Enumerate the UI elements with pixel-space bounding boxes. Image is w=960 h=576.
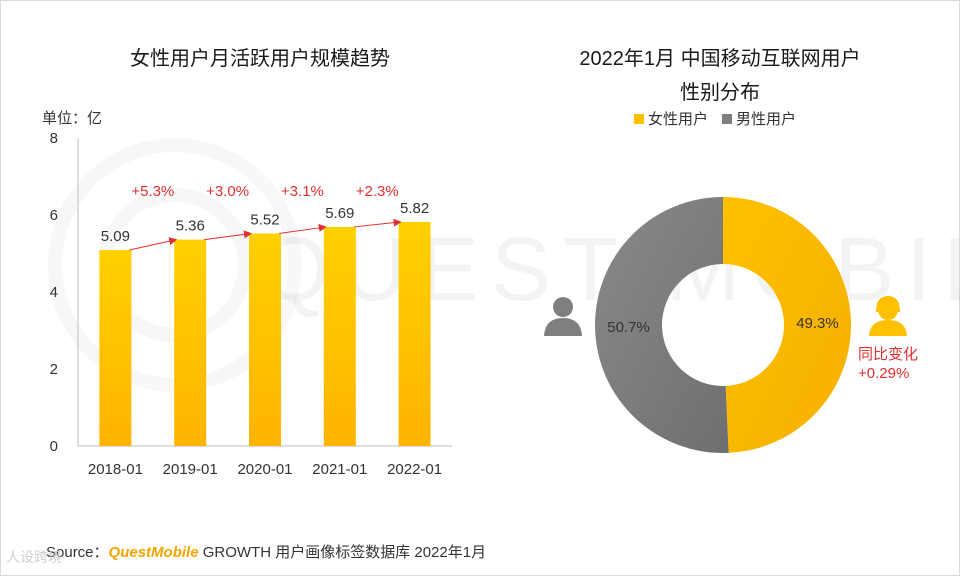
unit-label: 单位：亿: [42, 110, 103, 127]
x-tick-label: 2018-01: [88, 461, 143, 478]
source-prefix: Source：: [46, 544, 109, 561]
y-tick-label: 6: [50, 207, 58, 224]
growth-label: +2.3%: [356, 183, 399, 200]
right-title-line2: 性别分布: [680, 82, 760, 104]
legend-label-male: 男性用户: [736, 111, 797, 128]
legend-item-male: 男性用户: [722, 108, 796, 129]
bar-2019-01: [174, 239, 207, 446]
legend-item-female: 女性用户: [634, 108, 708, 129]
bar-value-label: 5.82: [400, 200, 429, 217]
x-tick-label: 2022-01: [387, 461, 442, 478]
legend-label-female: 女性用户: [648, 111, 709, 128]
bar-value-label: 5.36: [176, 218, 205, 235]
growth-arrow: [129, 237, 178, 251]
donut-value-label: 50.7%: [607, 319, 650, 336]
donut-slice-male: [595, 197, 729, 453]
footer-logo: 人设跨境: [6, 549, 62, 565]
female-user-icon: [869, 296, 907, 336]
donut-slice-female: [723, 197, 852, 453]
y-tick-label: 0: [50, 438, 58, 455]
bar-2021-01: [323, 226, 356, 446]
legend-swatch-male: [722, 113, 733, 124]
source-suffix: GROWTH 用户画像标签数据库 2022年1月: [198, 544, 487, 561]
donut-value-label: 49.3%: [796, 315, 839, 332]
growth-arrow: [278, 223, 327, 234]
growth-arrow: [353, 218, 402, 228]
x-tick-label: 2019-01: [163, 461, 218, 478]
bar-2020-01: [249, 233, 281, 446]
legend-swatch-female: [634, 113, 644, 124]
x-tick-label: 2020-01: [237, 461, 292, 478]
male-user-icon: [544, 297, 582, 336]
y-tick-label: 4: [50, 284, 58, 301]
source-brand: QuestMobile: [108, 544, 199, 561]
right-title-line1: 2022年1月 中国移动互联网用户: [579, 48, 861, 70]
yoy-change: 同比变化 +0.29%: [858, 345, 918, 383]
bar-2018-01: [99, 250, 132, 446]
growth-label: +5.3%: [131, 183, 174, 200]
right-chart-title: 2022年1月 中国移动互联网用户 性别分布: [520, 42, 920, 110]
y-tick-label: 8: [50, 130, 58, 147]
y-tick-label: 2: [50, 361, 58, 378]
bar-value-label: 5.52: [250, 211, 279, 228]
left-chart-title: 女性用户月活跃用户规模趋势: [130, 48, 390, 70]
bar-2022-01: [398, 221, 431, 446]
yoy-change-label: 同比变化: [858, 346, 919, 363]
growth-label: +3.0%: [206, 183, 249, 200]
bar-value-label: 5.69: [325, 205, 354, 222]
x-tick-label: 2021-01: [312, 461, 367, 478]
growth-label: +3.1%: [281, 183, 324, 200]
bar-value-label: 5.09: [101, 228, 130, 245]
yoy-change-value: +0.29%: [858, 365, 910, 382]
source-line: Source：QuestMobile GROWTH 用户画像标签数据库 2022…: [46, 541, 486, 562]
pie-legend: 女性用户 男性用户: [634, 108, 796, 129]
growth-arrow: [204, 230, 252, 241]
